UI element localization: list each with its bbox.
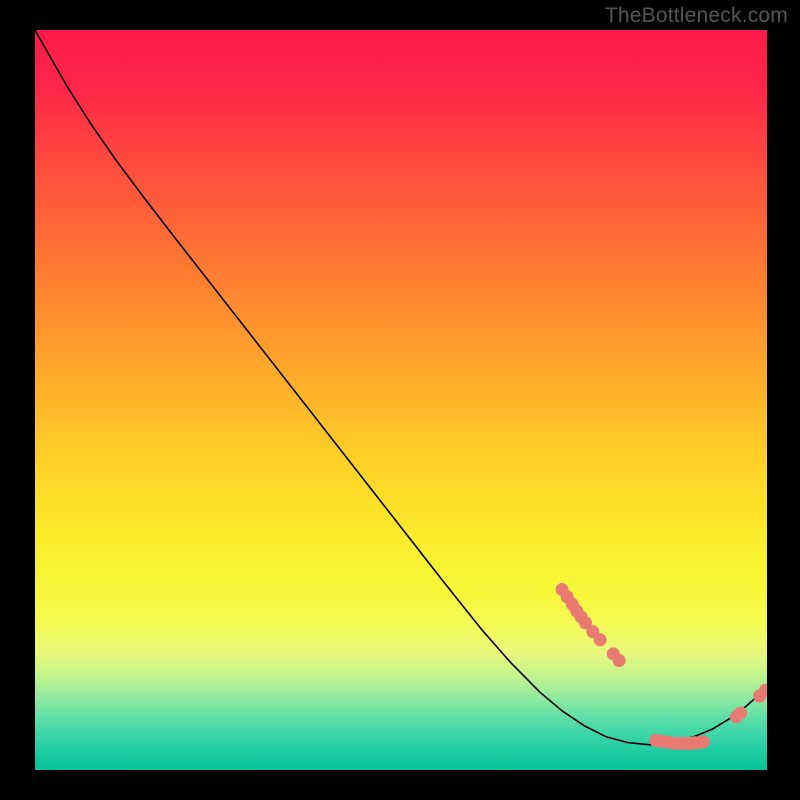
chart-overlay: [35, 30, 767, 770]
curve-marker: [613, 654, 626, 667]
chart-plot-area: [35, 30, 767, 770]
curve-marker: [594, 633, 607, 646]
curve-marker: [697, 735, 710, 748]
curve-marker: [734, 707, 747, 720]
watermark-text: TheBottleneck.com: [605, 4, 788, 28]
curve-markers: [556, 583, 767, 750]
bottleneck-curve: [35, 30, 767, 745]
